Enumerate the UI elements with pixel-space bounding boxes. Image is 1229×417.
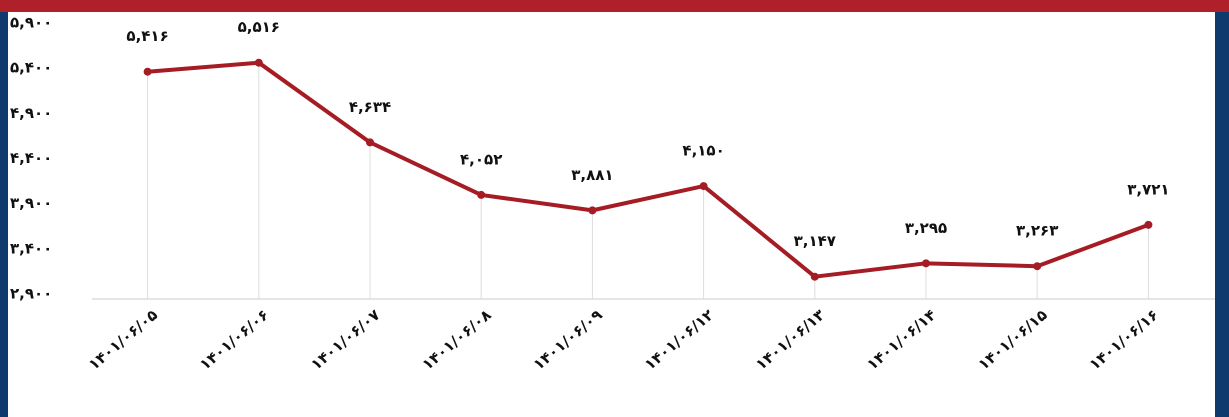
data-label: ۴,۶۳۴: [349, 98, 391, 116]
data-label: ۴,۰۵۲: [460, 150, 502, 168]
y-tick-label: ۳,۹۰۰: [10, 194, 52, 212]
y-tick-label: ۲,۹۰۰: [10, 285, 52, 303]
y-tick-label: ۵,۴۰۰: [10, 59, 52, 77]
point: [366, 138, 374, 147]
point: [810, 272, 819, 281]
data-label: ۳,۲۹۵: [905, 219, 947, 237]
top-band: [0, 0, 1229, 12]
y-tick-label: ۵,۹۰۰: [10, 14, 52, 32]
left-band: [0, 12, 8, 417]
point: [1144, 220, 1153, 229]
y-tick-label: ۴,۹۰۰: [10, 104, 52, 122]
data-label: ۳,۲۶۳: [1016, 222, 1058, 240]
data-label: ۳,۸۸۱: [571, 166, 613, 184]
point: [254, 58, 263, 67]
y-tick-label: ۳,۴۰۰: [10, 239, 52, 257]
point: [143, 67, 152, 76]
y-tick-label: ۴,۴۰۰: [10, 149, 52, 167]
point: [1033, 262, 1042, 271]
point: [922, 259, 930, 268]
point: [588, 206, 597, 215]
point: [477, 190, 486, 199]
data-label: ۵,۵۱۶: [238, 18, 280, 36]
data-label: ۴,۱۵۰: [682, 142, 724, 160]
line: [147, 60, 1150, 279]
data-label: ۳,۱۴۷: [794, 232, 836, 250]
data-label: ۳,۷۲۱: [1127, 180, 1169, 198]
right-band: [1215, 12, 1229, 417]
data-label: ۵,۴۱۶: [126, 27, 168, 45]
point: [699, 182, 708, 191]
